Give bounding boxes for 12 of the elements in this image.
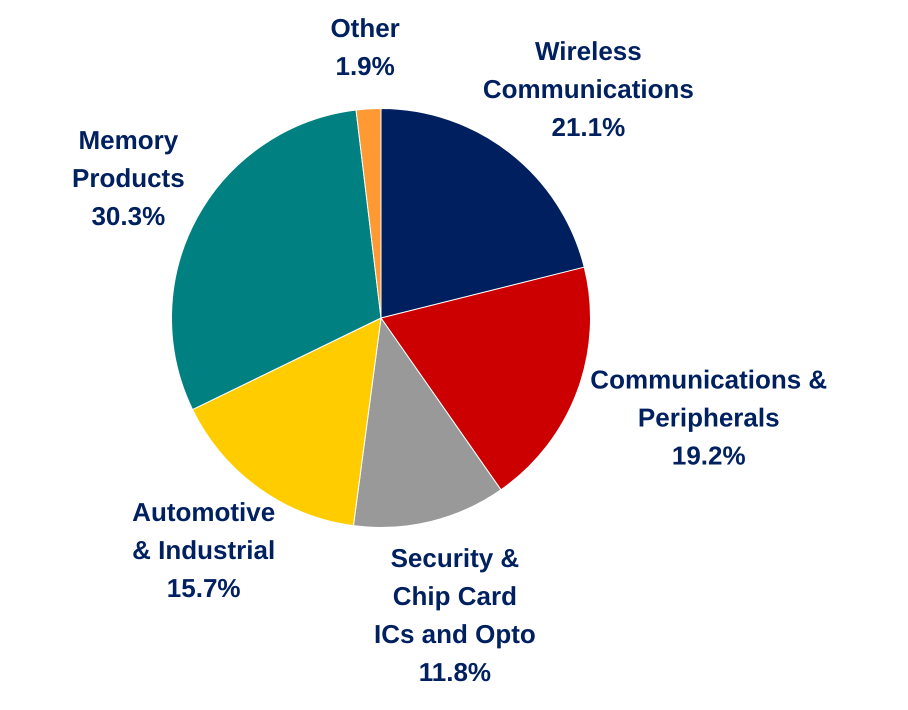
slice-label: Wireless Communications [482,36,694,104]
slice-label: Security & Chip Card ICs and Opto [374,542,536,649]
slice-label: Automotive & Industrial [132,497,276,566]
slice-label: Other [330,13,400,44]
data-label: 15.7% [166,573,241,604]
slice-label: Memory Products [72,124,185,193]
data-label: 19.2% [672,440,746,470]
data-label: 1.9% [335,51,395,82]
data-label: 11.8% [418,656,492,687]
data-label: 21.1% [551,112,626,142]
slice-label: Communications & Peripherals [590,364,828,432]
data-label: 30.3% [91,200,166,231]
